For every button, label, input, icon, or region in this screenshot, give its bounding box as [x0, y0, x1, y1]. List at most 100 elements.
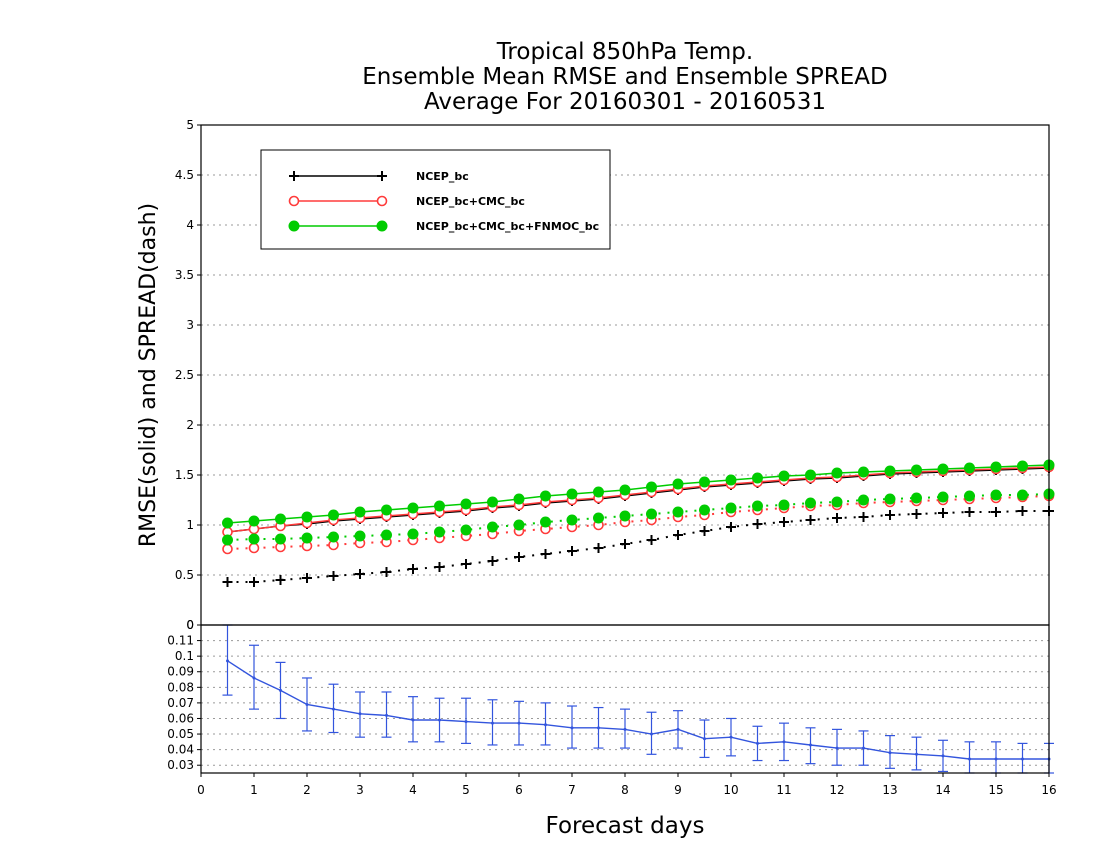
- difference-point: [464, 720, 468, 724]
- difference-point: [358, 712, 362, 716]
- difference-point: [941, 754, 945, 758]
- difference-point: [623, 727, 627, 731]
- y-tick-label: 0.09: [167, 665, 194, 679]
- difference-point: [305, 702, 309, 706]
- spread-point: [699, 504, 710, 516]
- difference-point: [332, 707, 335, 711]
- y-tick-label: 0.11: [167, 634, 194, 648]
- spread-point: [726, 522, 736, 532]
- difference-point: [782, 740, 786, 744]
- rmse-point: [805, 469, 816, 481]
- rmse-point: [248, 515, 260, 527]
- rmse-point: [725, 474, 737, 486]
- spread-point: [646, 508, 657, 520]
- series-ncep-bc-cmc-bc-fnmoc-bc: [222, 459, 1055, 546]
- y-tick-label: 0.06: [167, 711, 194, 725]
- difference-point: [438, 718, 441, 722]
- spread-point: [328, 571, 339, 581]
- spread-point: [619, 510, 631, 522]
- rmse-point: [619, 484, 631, 496]
- legend-marker: [377, 171, 387, 181]
- chart-title-line-1: Tropical 850hPa Temp.: [496, 39, 753, 65]
- y-tick-label: 0.03: [167, 758, 194, 772]
- spread-point: [434, 562, 445, 572]
- spread-point: [725, 502, 737, 514]
- y-tick-label: 0.04: [167, 743, 194, 757]
- rmse-point: [778, 470, 790, 482]
- y-tick-label: 0.05: [167, 727, 194, 741]
- x-axis-label: Forecast days: [546, 813, 705, 839]
- spread-point: [884, 493, 896, 505]
- spread-point: [832, 513, 842, 523]
- rmse-point: [593, 486, 604, 498]
- spread-point: [381, 529, 392, 541]
- rmse-point: [884, 465, 896, 477]
- rmse-point: [222, 517, 233, 529]
- rmse-point: [831, 467, 843, 479]
- y-tick-label: 3.5: [175, 268, 194, 282]
- x-tick-label: 3: [356, 783, 364, 797]
- y-tick-label: 0.07: [167, 696, 194, 710]
- spread-point: [222, 534, 233, 546]
- difference-point: [517, 721, 521, 725]
- spread-point: [302, 573, 312, 583]
- difference-point: [544, 723, 547, 727]
- rmse-point: [487, 496, 498, 508]
- spread-point: [752, 519, 763, 529]
- spread-point: [275, 575, 286, 585]
- spread-point: [593, 543, 604, 553]
- y-tick-label: 2: [186, 418, 194, 432]
- rmse-point: [699, 476, 710, 488]
- spread-point: [222, 543, 233, 555]
- legend-marker: [288, 195, 300, 207]
- spread-point: [354, 530, 366, 542]
- x-tick-label: 11: [776, 783, 791, 797]
- spread-point: [248, 533, 260, 545]
- y-tick-label: 1: [186, 518, 194, 532]
- x-tick-label: 13: [882, 783, 897, 797]
- x-tick-label: 5: [462, 783, 470, 797]
- x-tick-label: 8: [621, 783, 629, 797]
- legend-entry-ncep-bc-cmc-bc-fnmoc-bc: NCEP_bc+CMC_bc+FNMOC_bc: [288, 220, 599, 233]
- x-tick-label: 4: [409, 783, 417, 797]
- spread-point: [672, 506, 684, 518]
- y-tick-label: 0.08: [167, 680, 194, 694]
- difference-point: [968, 757, 971, 761]
- legend: NCEP_bc NCEP_bc+CMC_bc NCEP_bc+CMC_bc+FNMO…: [260, 149, 611, 250]
- spread-point: [752, 500, 763, 512]
- spread-point: [805, 515, 816, 525]
- spread-point: [222, 577, 233, 587]
- spread-point: [831, 496, 843, 508]
- legend-label: NCEP_bc+CMC_bc: [416, 195, 525, 208]
- spread-point: [805, 497, 816, 509]
- x-tick-label: 9: [674, 783, 682, 797]
- difference-point: [994, 757, 998, 761]
- spread-point: [1017, 506, 1028, 516]
- rmse-point: [937, 463, 949, 475]
- difference-line: [227, 660, 1049, 760]
- spread-point: [408, 564, 418, 574]
- rmse-point: [381, 504, 392, 516]
- rmse-point: [354, 506, 366, 518]
- spread-point: [673, 530, 683, 540]
- spread-point: [275, 533, 286, 545]
- spread-point: [646, 535, 657, 545]
- spread-point: [301, 532, 313, 544]
- spread-point: [911, 492, 922, 504]
- spread-point: [249, 577, 259, 587]
- spread-point: [593, 512, 604, 524]
- spread-point: [885, 510, 895, 520]
- rmse-point: [911, 464, 922, 476]
- spread-point: [461, 559, 471, 569]
- spread-point: [514, 552, 524, 562]
- x-tick-label: 0: [197, 783, 205, 797]
- y-tick-label: 2.5: [175, 368, 194, 382]
- rmse-point: [513, 493, 525, 505]
- rmse-point: [672, 478, 684, 490]
- difference-point: [835, 746, 839, 750]
- legend-entry-ncep-bc: NCEP_bc: [289, 170, 469, 183]
- legend-marker: [289, 171, 299, 181]
- y-tick-label: 0: [186, 618, 194, 632]
- spread-point: [858, 494, 869, 506]
